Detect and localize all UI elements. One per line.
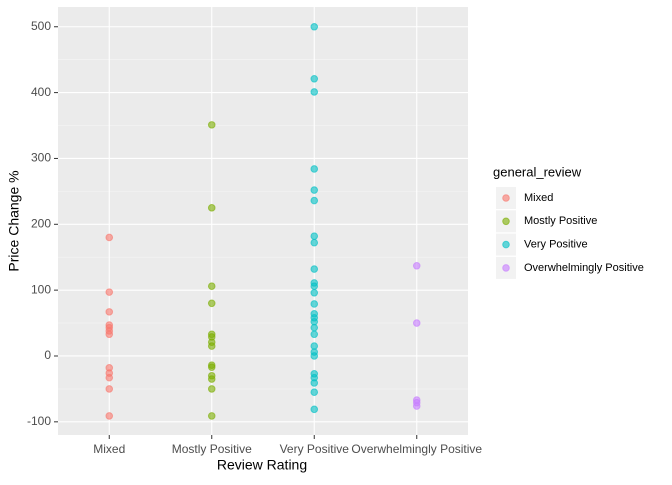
point [105,373,114,382]
y-tick-label: 0 [44,348,51,362]
panel [58,7,468,435]
point [310,232,319,240]
point [310,300,319,308]
y-tick-label: 400 [31,85,51,99]
point [310,379,319,387]
legend-label: Mostly Positive [524,215,597,227]
legend-label: Mixed [524,192,553,204]
y-tick-label: -100 [27,414,51,428]
point [207,204,216,212]
point [310,405,319,414]
point [105,412,114,420]
point [207,121,216,129]
point [105,233,114,242]
legend-marker [502,194,510,202]
point [207,299,216,308]
y-tick-label: 200 [31,216,51,230]
point [310,88,319,96]
point [412,261,421,270]
x-axis-label: Review Rating [217,457,307,473]
legend-title: general_review [493,164,582,179]
x-tick-label: Overwhelmingly Positive [351,442,482,456]
point [412,319,421,327]
point [207,375,216,383]
point [310,265,319,273]
point [105,308,114,316]
point [310,282,319,290]
x-tick-label: Mostly Positive [172,442,252,456]
legend-label: Very Positive [524,239,588,251]
point [310,330,319,339]
point [105,385,114,393]
point [310,238,319,247]
point [310,74,319,83]
point [310,186,319,194]
point [207,282,216,290]
x-tick-label: Very Positive [280,442,350,456]
y-tick-label: 500 [31,19,51,33]
point [105,288,114,296]
point [207,363,216,371]
legend-marker [502,264,510,272]
point [310,352,319,360]
point [412,402,421,410]
point [310,388,319,397]
x-tick-label: Mixed [93,442,125,456]
point [310,323,319,332]
legend-marker [502,217,510,226]
point [207,385,216,393]
legend-marker [502,240,510,249]
point [310,288,319,297]
point [105,330,114,339]
point [207,412,216,420]
y-tick-label: 100 [31,282,51,296]
y-tick-label: 300 [31,151,51,165]
legend-label: Overwhelmingly Positive [524,262,644,274]
y-axis-label: Price Change % [6,170,22,271]
point [310,165,319,173]
point [207,342,216,350]
point [310,22,319,31]
point [310,196,319,205]
